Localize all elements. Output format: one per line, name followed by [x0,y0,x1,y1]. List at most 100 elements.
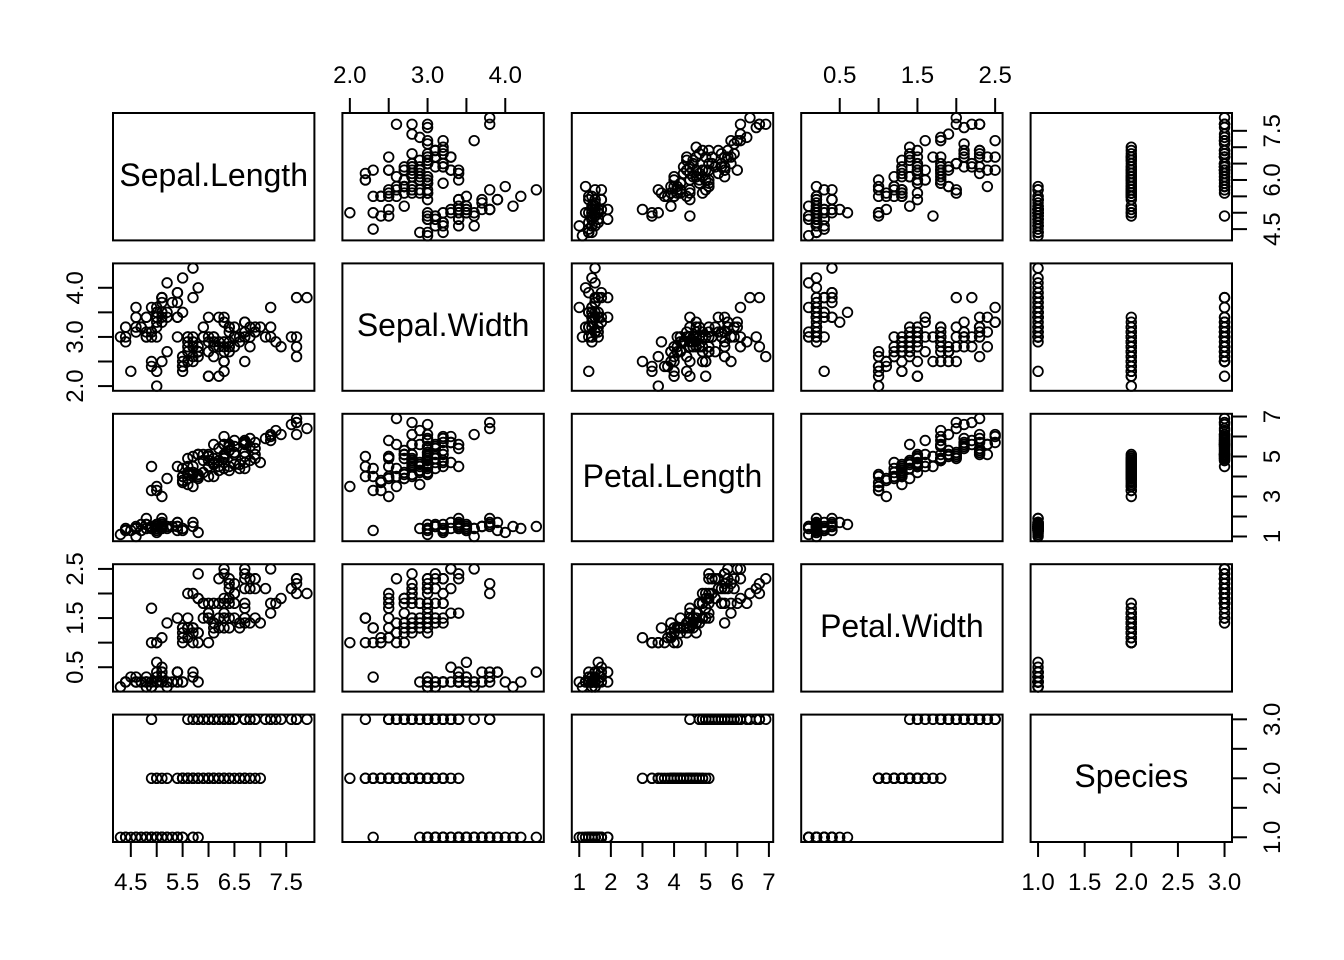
data-point [460,524,473,537]
data-point [406,454,418,467]
data-point [911,326,924,338]
data-point [677,622,690,634]
data-point [290,573,303,585]
data-point [1125,380,1138,392]
data-point [140,331,153,343]
data-point [264,563,277,575]
data-point [445,436,457,449]
data-point [592,676,604,688]
data-point [872,184,885,196]
data-point [652,207,664,219]
data-point [421,597,434,610]
data-point [398,622,410,634]
data-point [802,277,815,289]
data-point [911,772,924,785]
data-point [888,345,900,358]
data-point [802,326,815,338]
data-point [935,448,947,461]
data-point [421,676,434,688]
data-point [589,262,601,274]
panel-r4c5 [1029,563,1233,693]
data-point [197,321,210,333]
data-point [228,331,241,343]
data-point [973,446,986,459]
data-point [249,448,261,461]
data-point [646,360,658,373]
data-point [602,203,614,216]
data-point [810,296,823,309]
data-point [718,164,731,176]
data-point [677,161,690,173]
data-point [665,180,677,193]
data-point [973,350,986,363]
data-point [228,446,241,459]
data-point [476,831,488,843]
data-point [151,480,163,493]
data-point [437,177,449,189]
data-point [589,291,601,304]
data-point [414,478,426,491]
data-point [734,341,747,353]
data-point [367,772,379,785]
data-point [140,326,153,338]
data-point [1218,112,1231,124]
data-point [445,582,457,595]
data-point [383,164,395,176]
data-point [1125,468,1138,481]
data-point [671,187,683,199]
data-point [927,460,939,473]
data-point [750,121,762,134]
data-point [703,345,715,358]
data-point [935,331,947,343]
panel-r2c5 [1029,262,1233,392]
panel-border [112,112,316,242]
data-point [718,326,731,338]
data-point [950,713,962,726]
data-point [390,118,403,130]
data-point [445,713,457,726]
data-point [244,772,256,785]
data-point [429,568,442,580]
data-point [818,184,830,196]
data-point [703,177,715,189]
data-point [406,187,418,199]
data-point [872,345,885,358]
panel-r2c2 [341,262,545,392]
data-point [722,563,734,575]
data-point [290,416,303,429]
data-point [602,213,614,225]
data-point [896,341,908,353]
data-point [130,676,142,688]
data-point [445,207,457,219]
data-point [437,772,449,785]
panel-r4c4 [800,563,1004,693]
data-point [699,355,712,368]
data-point [950,416,962,429]
data-point [896,464,908,477]
data-point [383,632,395,644]
data-point [187,262,199,274]
data-point [406,416,418,429]
data-point [171,331,184,343]
panel-border [570,262,775,392]
data-point [421,466,434,479]
data-point [880,190,893,203]
data-point [602,831,614,843]
data-point [429,573,442,585]
panel-border [570,563,775,693]
data-point [437,831,449,843]
data-point [468,428,480,441]
data-point [484,671,496,683]
data-point [367,636,379,649]
tick-label: 5 [699,869,712,896]
data-point [690,170,702,183]
data-point [228,587,241,600]
data-point [872,480,885,493]
data-point [586,676,598,688]
data-point [841,518,854,531]
data-point [1032,671,1044,683]
data-point [218,612,230,624]
data-point [636,355,649,368]
data-point [367,164,379,176]
data-point [140,311,153,323]
